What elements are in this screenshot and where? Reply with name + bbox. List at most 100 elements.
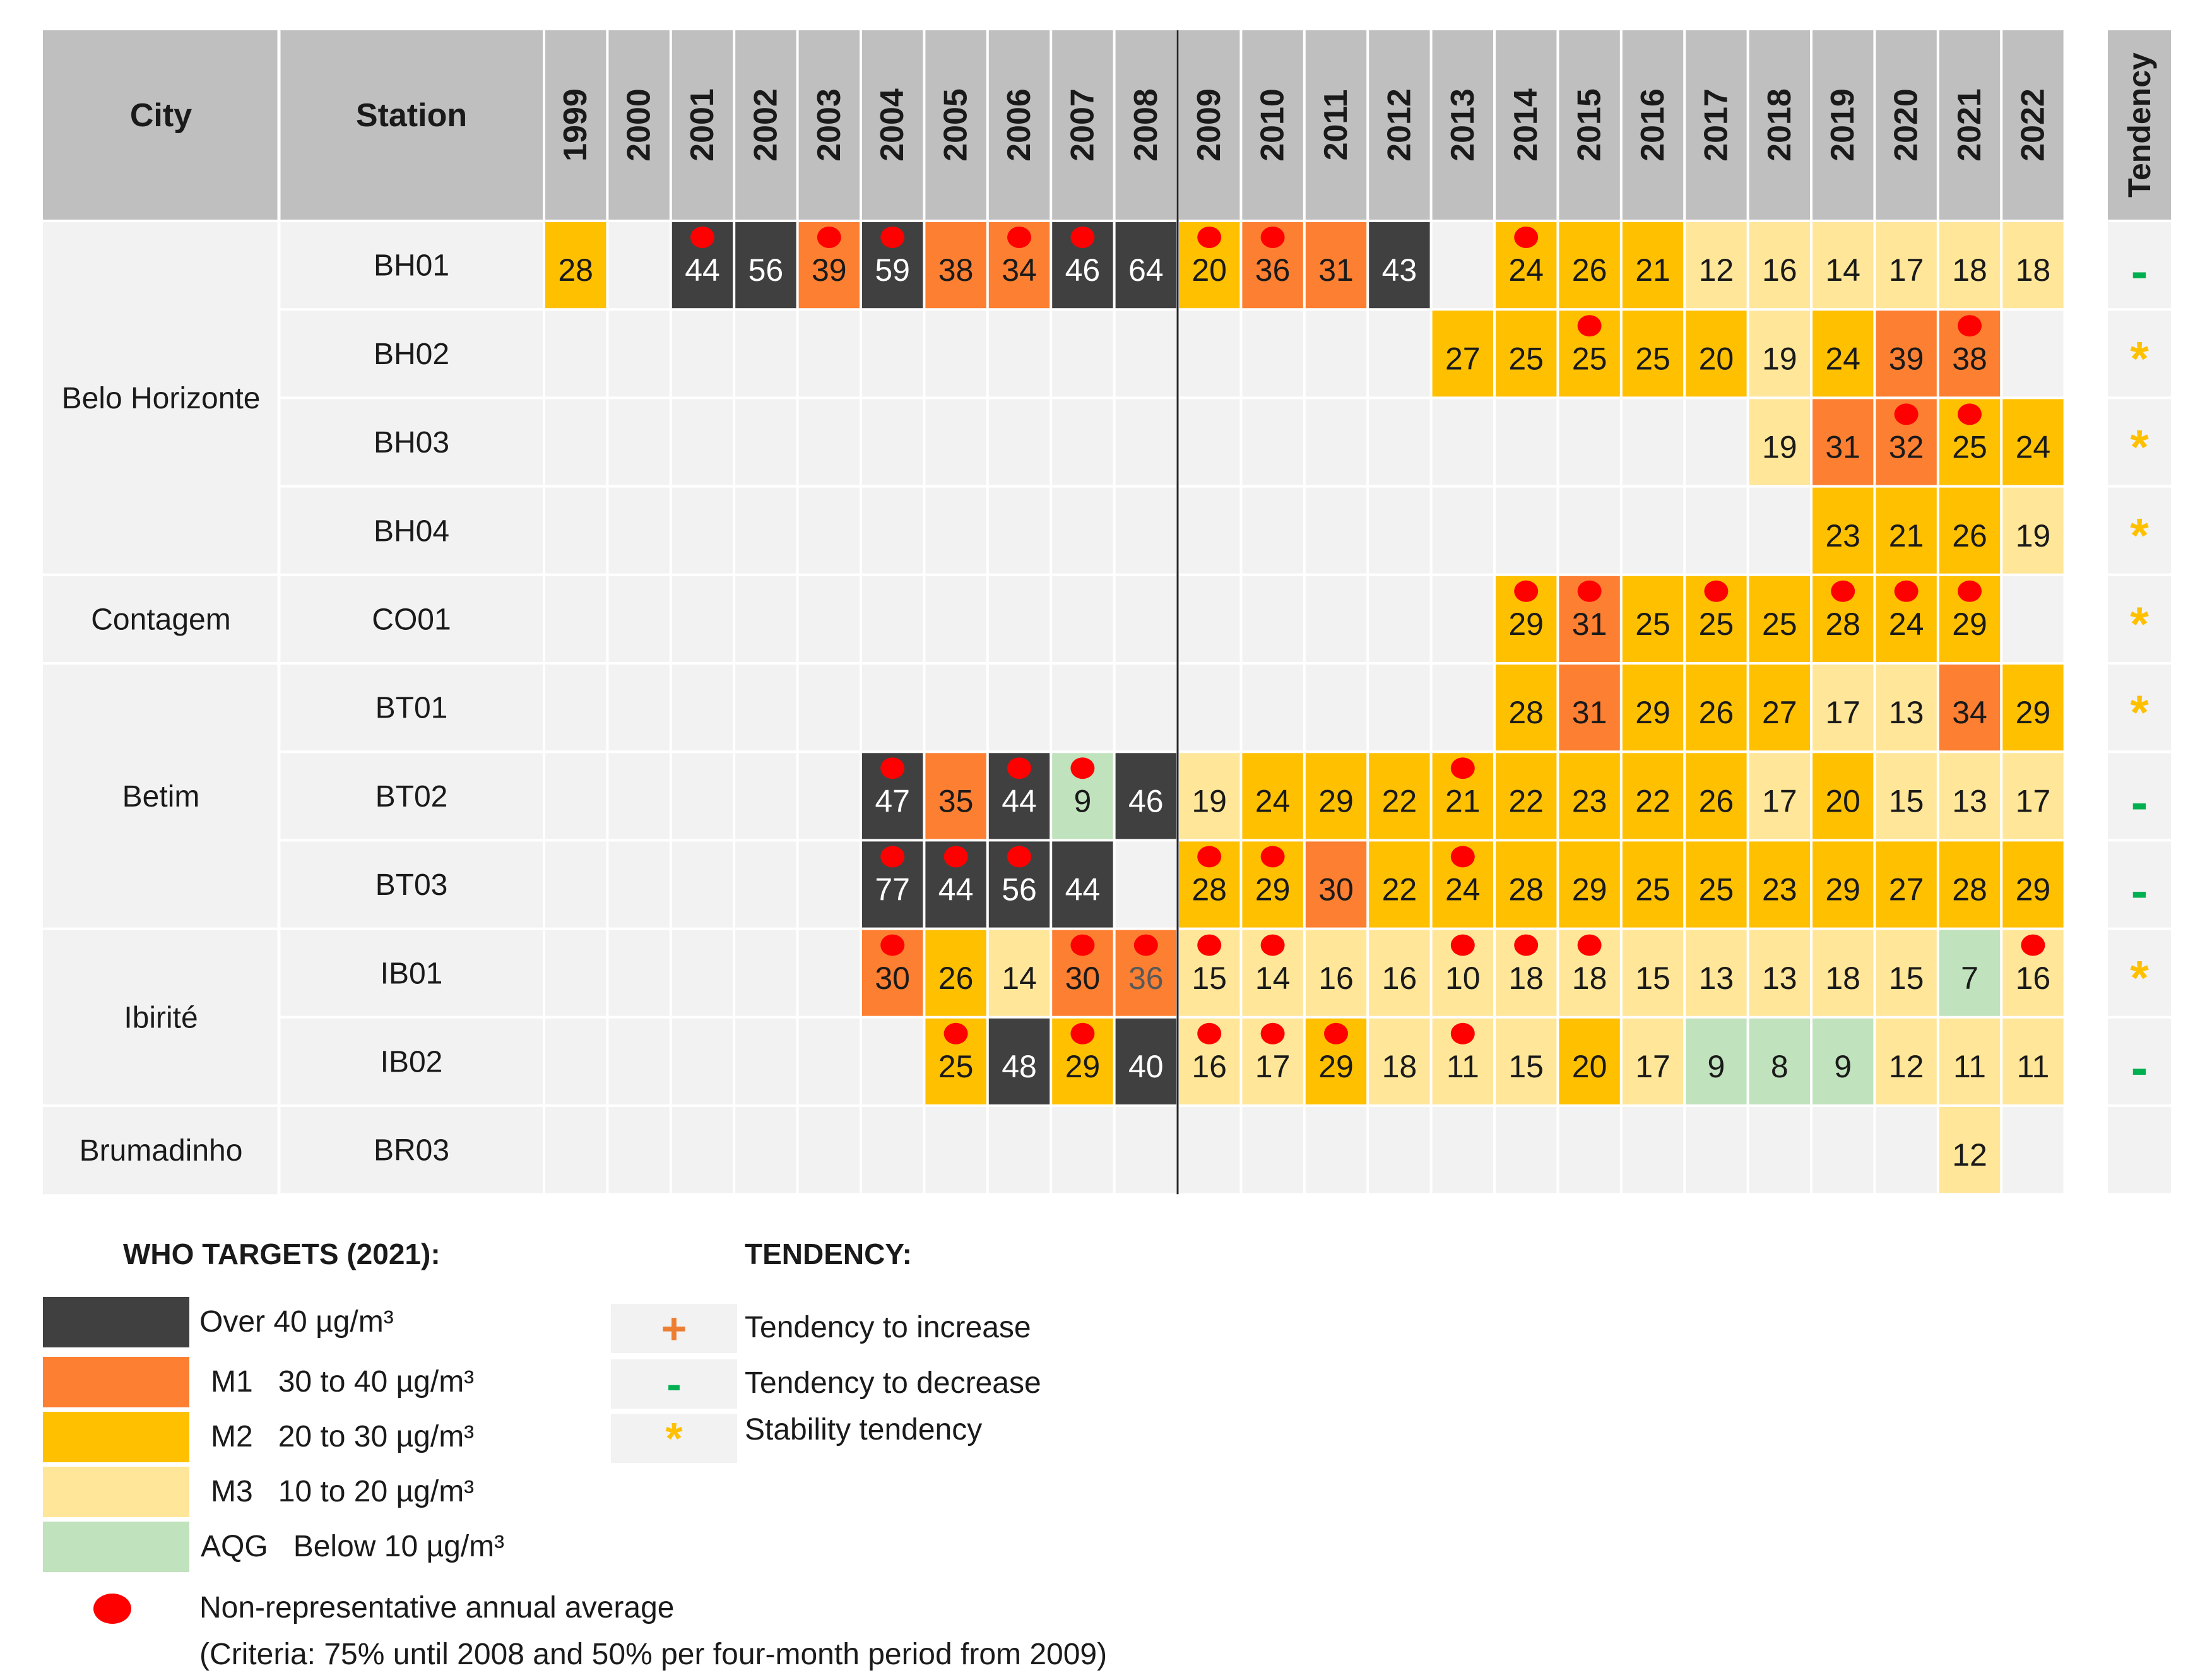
value-IB01-2009: 15 (1192, 961, 1227, 996)
value-BH01-2003: 39 (812, 252, 847, 288)
cell-IB02-2016 (1621, 1017, 1685, 1106)
cell-BT03-2019 (1811, 840, 1875, 929)
year-header-2005: 2005 (938, 88, 974, 162)
value-IB02-2019: 9 (1834, 1049, 1852, 1084)
cell-BH04-2021 (1937, 486, 2002, 575)
year-header-2017: 2017 (1698, 88, 1734, 162)
nonrep-dot-IB01-2004 (880, 934, 905, 956)
cell-BH04-2020 (1874, 486, 1938, 575)
nonrep-dot-CO01-2019 (1831, 580, 1855, 602)
cell-IB02-2018 (1748, 1017, 1811, 1106)
value-BT02-2013: 21 (1445, 783, 1481, 819)
cell-IB02-2020 (1874, 1017, 1938, 1106)
cell-BT02-2010 (1241, 752, 1304, 841)
legend-m3: M3 10 to 20 µg/m³ (43, 1467, 611, 1517)
cell-BH02-2016 (1621, 309, 1685, 398)
station-label-BT02: BT02 (376, 780, 448, 813)
value-IB02-2018: 8 (1771, 1049, 1789, 1084)
city-label-1: Contagem (91, 603, 230, 637)
nonrep-dot-BH01-2006 (1007, 227, 1031, 248)
cell-IB01-2011 (1304, 928, 1368, 1017)
swatch-aqg (43, 1522, 189, 1572)
value-BH01-2006: 34 (1002, 252, 1037, 288)
station-label-BH02: BH02 (374, 338, 449, 371)
value-BH01-2015: 26 (1572, 252, 1607, 288)
tendency-BH02: * (2130, 332, 2149, 386)
cell-BH02-2013 (1431, 309, 1494, 398)
city-label-4: Brumadinho (80, 1134, 243, 1168)
cell-BT03-2015 (1558, 840, 1621, 929)
cell-IB01-2019 (1811, 928, 1875, 1017)
nonrep-dot-BH03-2021 (1958, 403, 1982, 425)
value-BH02-2017: 20 (1699, 341, 1734, 376)
value-BT03-2006: 56 (1002, 872, 1037, 908)
swatch-over40 (43, 1297, 189, 1347)
cell-BT01-2014 (1494, 663, 1558, 752)
value-IB02-2010: 17 (1255, 1049, 1291, 1084)
year-header-2009: 2009 (1191, 88, 1227, 162)
value-BT03-2022: 29 (2016, 872, 2051, 908)
nonrep-dot-BH01-2007 (1070, 227, 1095, 248)
cell-BT02-2018 (1748, 752, 1811, 841)
value-IB02-2014: 15 (1508, 1049, 1544, 1084)
value-BT02-2004: 47 (875, 783, 910, 819)
value-BT02-2017: 26 (1699, 783, 1734, 819)
value-BT01-2017: 26 (1699, 695, 1734, 730)
cell-BT02-2012 (1368, 752, 1431, 841)
cell-CO01-2016 (1621, 574, 1685, 663)
year-header-2001: 2001 (684, 88, 721, 162)
cell-CO01-2018 (1748, 574, 1811, 663)
cell-BT03-2007 (1051, 840, 1115, 929)
value-BT02-2015: 23 (1572, 783, 1607, 819)
nonrep-dot-BT02-2013 (1450, 757, 1475, 779)
value-BH01-2004: 59 (875, 252, 910, 288)
cell-BH01-2011 (1304, 221, 1368, 310)
legend-increase-label: Tendency to increase (745, 1311, 1031, 1344)
city-label-3: Ibirité (124, 1001, 198, 1034)
cell-BT02-2009 (1178, 752, 1241, 841)
value-IB02-2022: 11 (2016, 1049, 2049, 1084)
value-IB01-2022: 16 (2016, 961, 2051, 996)
value-BH01-2016: 21 (1635, 252, 1671, 288)
value-BH01-1999: 28 (558, 252, 593, 288)
value-BT02-2014: 22 (1508, 783, 1544, 819)
year-header-2003: 2003 (811, 88, 848, 162)
cell-BT02-2016 (1621, 752, 1685, 841)
station-header: Station (356, 97, 467, 134)
value-BH04-2021: 26 (1952, 518, 1987, 553)
nonrep-dot-BH03-2020 (1894, 403, 1919, 425)
value-IB01-2020: 15 (1889, 961, 1924, 996)
legend-aqg: AQG Below 10 µg/m³ (43, 1522, 611, 1572)
station-label-BR03: BR03 (374, 1134, 449, 1168)
value-CO01-2017: 25 (1699, 606, 1734, 642)
value-BH01-2019: 14 (1825, 252, 1860, 288)
value-BT03-2009: 28 (1192, 872, 1227, 908)
cell-BT01-2022 (2001, 663, 2065, 752)
cell-BT03-2018 (1748, 840, 1811, 929)
cell-BH01-2020 (1874, 221, 1938, 310)
station-label-BH03: BH03 (374, 426, 449, 459)
year-header-2021: 2021 (1951, 88, 1988, 162)
legend-aqg-label: AQG Below 10 µg/m³ (201, 1530, 505, 1563)
value-BT01-2021: 34 (1952, 695, 1987, 730)
value-BT03-2019: 29 (1825, 872, 1860, 908)
cell-BH03-2022 (2001, 398, 2065, 487)
year-header-2013: 2013 (1445, 88, 1481, 162)
cell-BT02-2017 (1684, 752, 1748, 841)
station-label-BT01: BT01 (376, 692, 448, 725)
tendency-header: Tendency (2122, 52, 2157, 198)
cell-BH01-2002 (734, 221, 798, 310)
value-CO01-2019: 28 (1825, 606, 1860, 642)
nonrep-dot-IB01-2014 (1514, 934, 1539, 956)
cell-BT03-2016 (1621, 840, 1685, 929)
value-IB02-2017: 9 (1707, 1049, 1725, 1084)
station-label-BH01: BH01 (374, 249, 449, 283)
legend-m2-label: M2 20 to 30 µg/m³ (211, 1420, 475, 1453)
value-BT03-2005: 44 (938, 872, 974, 908)
value-BH03-2021: 25 (1952, 430, 1987, 465)
cell-BT02-2020 (1874, 752, 1938, 841)
legend-over40: Over 40 µg/m³ (43, 1297, 611, 1347)
station-label-IB02: IB02 (381, 1045, 443, 1079)
cell-BT03-2011 (1304, 840, 1368, 929)
nonrep-dot-IB01-2022 (2021, 934, 2045, 956)
